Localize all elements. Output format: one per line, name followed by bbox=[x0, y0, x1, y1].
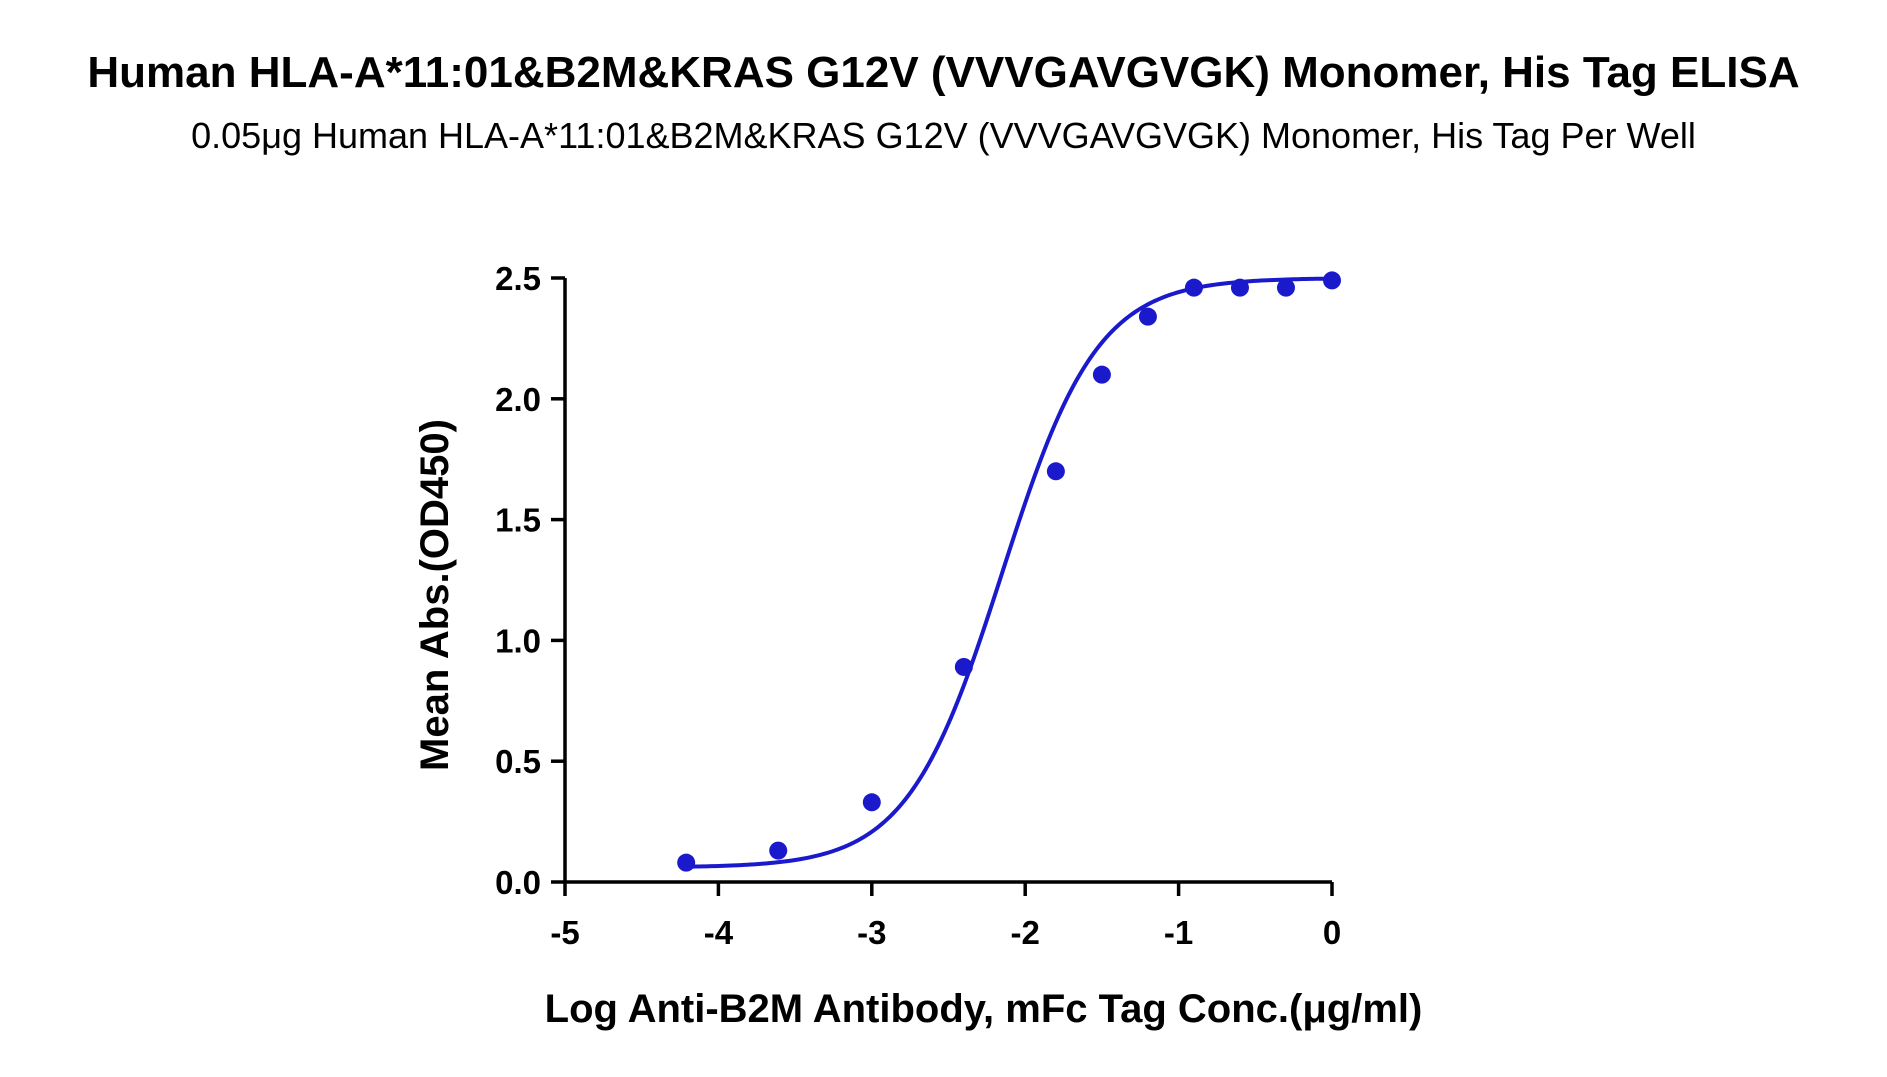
y-tick-label: 1.5 bbox=[495, 502, 541, 539]
x-tick-label: -1 bbox=[1164, 914, 1193, 951]
data-point bbox=[677, 853, 696, 872]
x-tick-label: -4 bbox=[704, 914, 734, 951]
data-points-layer bbox=[677, 271, 1341, 872]
y-tick-label: 0.0 bbox=[495, 864, 541, 901]
x-tick-label: 0 bbox=[1323, 914, 1341, 951]
chart-subtitle: 0.05μg Human HLA-A*11:01&B2M&KRAS G12V (… bbox=[191, 115, 1696, 156]
data-point bbox=[1046, 462, 1065, 481]
chart-title: Human HLA-A*11:01&B2M&KRAS G12V (VVVGAVG… bbox=[87, 48, 1800, 97]
y-axis-title: Mean Abs.(OD450) bbox=[413, 419, 457, 771]
y-tick-label: 2.0 bbox=[495, 381, 541, 418]
x-tick-label: -3 bbox=[857, 914, 886, 951]
fit-curve-layer bbox=[686, 276, 1333, 869]
x-tick-label: -5 bbox=[550, 914, 579, 951]
data-point bbox=[1230, 278, 1249, 297]
data-point bbox=[769, 841, 788, 860]
y-tick-label: 2.5 bbox=[495, 260, 541, 297]
x-axis-title: Log Anti-B2M Antibody, mFc Tag Conc.(μg/… bbox=[545, 987, 1423, 1031]
data-point bbox=[1276, 278, 1295, 297]
data-point bbox=[1184, 278, 1203, 297]
fit-curve bbox=[686, 276, 1333, 869]
data-point bbox=[1138, 307, 1157, 326]
x-tick-label: -2 bbox=[1011, 914, 1040, 951]
data-point bbox=[1092, 365, 1111, 384]
data-point bbox=[954, 657, 973, 676]
data-point bbox=[1323, 271, 1341, 290]
y-tick-label: 0.5 bbox=[495, 743, 541, 780]
axes: 0.0 0.5 1.0 1.5 2.0 2.5 -5 -4 -3 -2 -1 0 bbox=[495, 260, 1341, 951]
y-tick-label: 1.0 bbox=[495, 622, 541, 659]
data-point bbox=[862, 793, 881, 812]
